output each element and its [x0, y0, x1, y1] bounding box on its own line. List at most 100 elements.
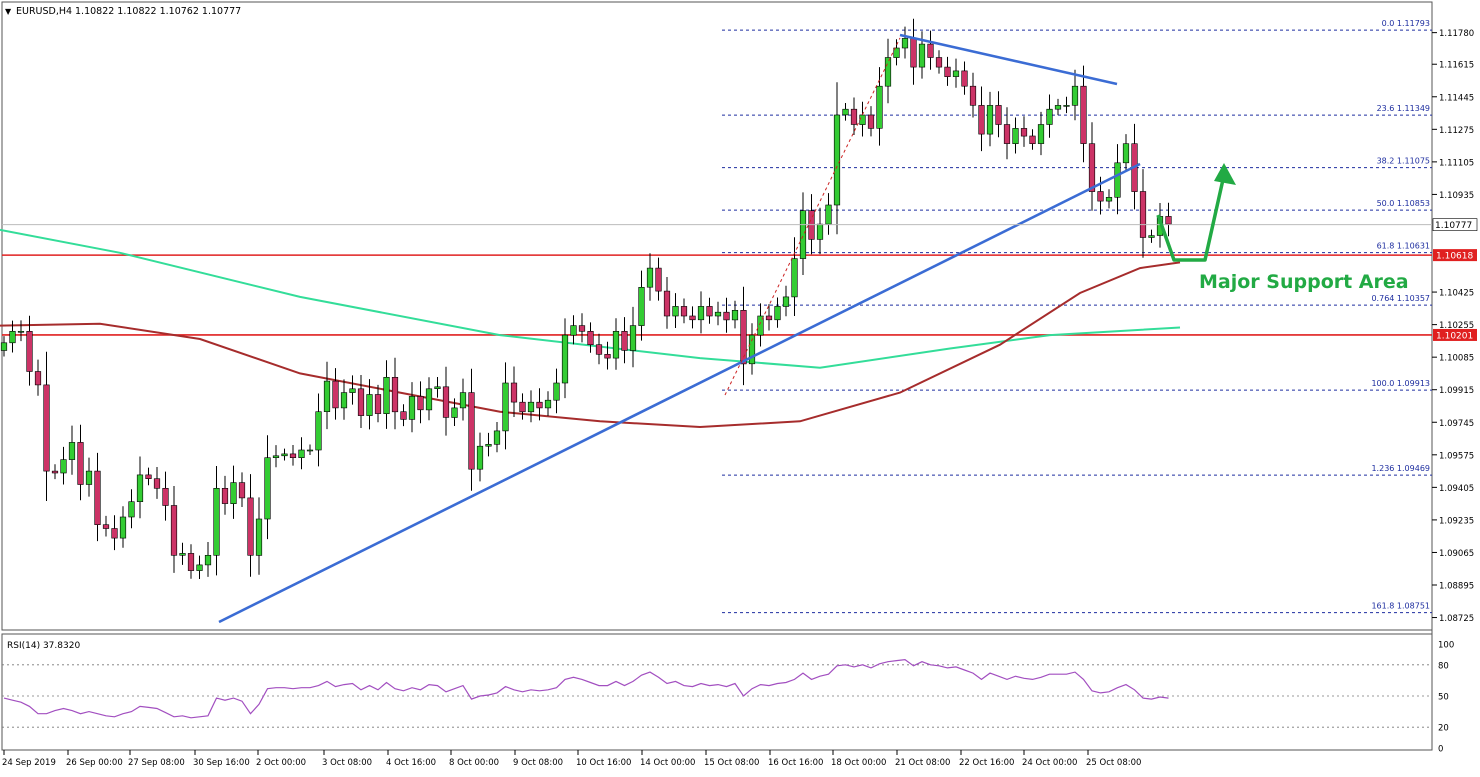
bull-candle: [859, 114, 866, 125]
price-tick-label: 1.11615: [1439, 61, 1474, 71]
bull-candle: [85, 470, 93, 485]
bull-candle: [901, 38, 909, 49]
bull-candle: [493, 430, 501, 445]
bear-candle: [595, 344, 603, 355]
bear-candle: [1139, 191, 1147, 238]
fib-level-label: 61.8 1.10631: [1377, 242, 1430, 251]
support-price-box: [1433, 249, 1477, 262]
bear-candle: [969, 85, 977, 106]
price-tick-label: 1.10085: [1439, 354, 1474, 364]
price-tick-label: 1.09745: [1439, 419, 1474, 429]
time-tick-label: 15 Oct 08:00: [704, 758, 759, 768]
bull-candle: [408, 396, 416, 420]
fib-level-label: 161.8 1.08751: [1371, 602, 1430, 611]
bull-candle: [272, 455, 280, 458]
bull-candle: [842, 108, 849, 116]
falling-trendline[interactable]: [899, 33, 1118, 86]
bear-candle: [723, 311, 730, 321]
bear-candle: [867, 114, 875, 129]
rsi-level-label: 0: [1438, 745, 1443, 755]
time-tick-label: 2 Oct 00:00: [256, 758, 306, 768]
bear-candle: [944, 66, 951, 77]
bull-candle: [451, 407, 458, 418]
bear-candle: [26, 330, 33, 372]
chart-menu-arrow[interactable]: ▼: [5, 7, 12, 16]
bounce-arrow: [1156, 163, 1236, 262]
bull-candle: [1012, 128, 1019, 144]
fib-level-label: 38.2 1.11075: [1377, 157, 1430, 166]
bear-candle: [111, 528, 118, 539]
bull-candle: [459, 392, 467, 409]
bull-candle: [1037, 124, 1045, 144]
time-tick-label: 8 Oct 00:00: [449, 758, 499, 768]
bear-candle: [417, 396, 424, 411]
bear-candle: [238, 482, 246, 499]
bear-candle: [850, 108, 858, 125]
rising-trendline[interactable]: [218, 162, 1141, 624]
bull-candle: [255, 518, 263, 556]
bear-candle: [391, 376, 399, 413]
fib-level-label: 100.0 1.09913: [1371, 379, 1430, 388]
bull-candle: [918, 43, 926, 68]
time-tick-label: 22 Oct 16:00: [959, 758, 1014, 768]
bull-candle: [128, 501, 135, 518]
price-tick-label: 1.09405: [1439, 484, 1474, 494]
bull-candle: [731, 309, 739, 321]
bear-candle: [468, 392, 475, 470]
bear-candle: [604, 353, 611, 359]
bear-candle: [740, 309, 747, 365]
bear-candle: [43, 384, 50, 472]
fib-level-label: 0.764 1.10357: [1371, 294, 1430, 303]
bull-candle: [799, 210, 807, 259]
bull-candle: [281, 453, 288, 457]
price-tick-label: 1.09235: [1439, 516, 1474, 526]
bear-candle: [587, 330, 594, 345]
bear-candle: [77, 442, 84, 485]
rsi-pane-border: [1, 633, 1433, 751]
bear-candle: [978, 105, 985, 135]
fib-level-label: 0.0 1.11793: [1382, 19, 1430, 28]
trendlines[interactable]: [218, 33, 1141, 624]
price-tick-label: 1.11275: [1439, 126, 1474, 136]
bull-candle: [119, 516, 127, 539]
bull-candle: [774, 306, 781, 321]
bull-candle: [1071, 85, 1079, 106]
bear-candle: [153, 478, 161, 489]
bear-candle: [221, 487, 229, 504]
bull-candle: [485, 443, 492, 447]
bull-candle: [204, 554, 212, 566]
time-tick-label: 16 Oct 16:00: [768, 758, 823, 768]
fib-level-label: 23.6 1.11349: [1377, 104, 1430, 113]
bear-candle: [706, 306, 713, 317]
bull-candle: [230, 482, 237, 505]
rsi-line: [3, 658, 1169, 719]
time-tick-label: 21 Oct 08:00: [895, 758, 950, 768]
support-lines[interactable]: 1.10618 1.10201: [2, 249, 1477, 341]
ohlc-readout: 1.10822 1.10822 1.10762 1.10777: [75, 6, 241, 17]
bull-candle: [425, 388, 433, 411]
bull-candle: [748, 334, 756, 365]
bull-candle: [17, 330, 25, 333]
bull-candle: [638, 286, 645, 326]
support-price-box: [1433, 328, 1477, 341]
bull-candle: [323, 380, 331, 413]
bull-candle: [893, 47, 900, 58]
bear-candle: [536, 401, 543, 409]
current-price-box: [1432, 218, 1478, 231]
fibonacci-levels[interactable]: 0.0 1.11793 23.6 1.11349 38.2 1.11075 50.0 …: [722, 19, 1432, 614]
bear-candle: [442, 386, 450, 418]
bull-candle: [68, 442, 76, 460]
bear-candle: [1088, 143, 1096, 192]
bull-candle: [816, 223, 824, 240]
bear-candle: [655, 267, 662, 292]
time-tick-label: 3 Oct 08:00: [322, 758, 372, 768]
current-price-label: 1.10777: [1435, 221, 1472, 231]
price-tick-label: 1.10425: [1439, 289, 1474, 299]
time-axis: 24 Sep 2019 26 Sep 00:00 27 Sep 08:00 30 Se…: [2, 750, 1141, 768]
time-tick-label: 26 Sep 00:00: [66, 758, 123, 768]
bull-candle: [646, 267, 654, 288]
price-tick-label: 1.08725: [1439, 614, 1474, 624]
bear-candle: [94, 470, 101, 526]
bear-candle: [663, 290, 671, 317]
